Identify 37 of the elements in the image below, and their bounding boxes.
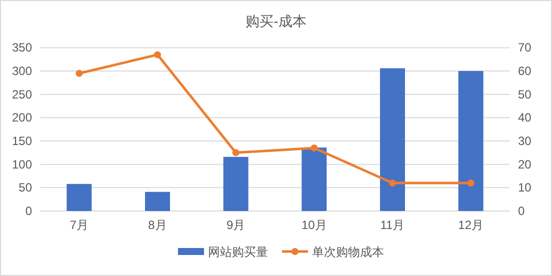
bar: [223, 156, 248, 211]
y2-tick-label: 70: [518, 40, 532, 55]
y-tick-label: 0: [25, 204, 32, 218]
x-tick-label: 10月: [301, 218, 327, 232]
bar: [145, 192, 170, 211]
point: [76, 70, 83, 77]
legend-label: 单次购物成本: [312, 245, 384, 259]
y2-tick-label: 60: [518, 64, 532, 78]
y2-tick-label: 20: [518, 157, 532, 172]
y-tick-label: 300: [12, 64, 32, 78]
x-tick-label: 8月: [148, 218, 167, 232]
y-tick-label: 150: [12, 134, 32, 148]
y2-tick-label: 50: [518, 87, 532, 102]
point: [310, 144, 318, 152]
y2-tick-label: 40: [518, 110, 532, 125]
y-tick-label: 50: [18, 180, 32, 195]
x-tick-label: 11月: [380, 218, 405, 232]
y2-tick-label: 0: [518, 204, 525, 218]
y-tick-label: 200: [12, 110, 32, 125]
bar: [458, 71, 484, 211]
bar: [302, 148, 327, 211]
y2-tick-label: 10: [518, 180, 532, 195]
chart-title: 购买-成本: [246, 13, 306, 29]
y2-tick-label: 30: [518, 134, 532, 148]
y-tick-label: 350: [12, 40, 32, 55]
point: [467, 180, 474, 187]
legend-label: 网站购买量: [208, 245, 268, 259]
point: [154, 51, 161, 58]
x-tick-label: 12月: [458, 218, 484, 232]
x-tick-label: 7月: [70, 218, 89, 232]
bar: [66, 184, 92, 211]
point: [232, 149, 240, 156]
x-tick-label: 9月: [226, 218, 246, 232]
point: [389, 180, 396, 187]
y-tick-label: 250: [12, 87, 32, 102]
bar: [380, 68, 405, 211]
y-tick-label: 100: [12, 157, 32, 172]
